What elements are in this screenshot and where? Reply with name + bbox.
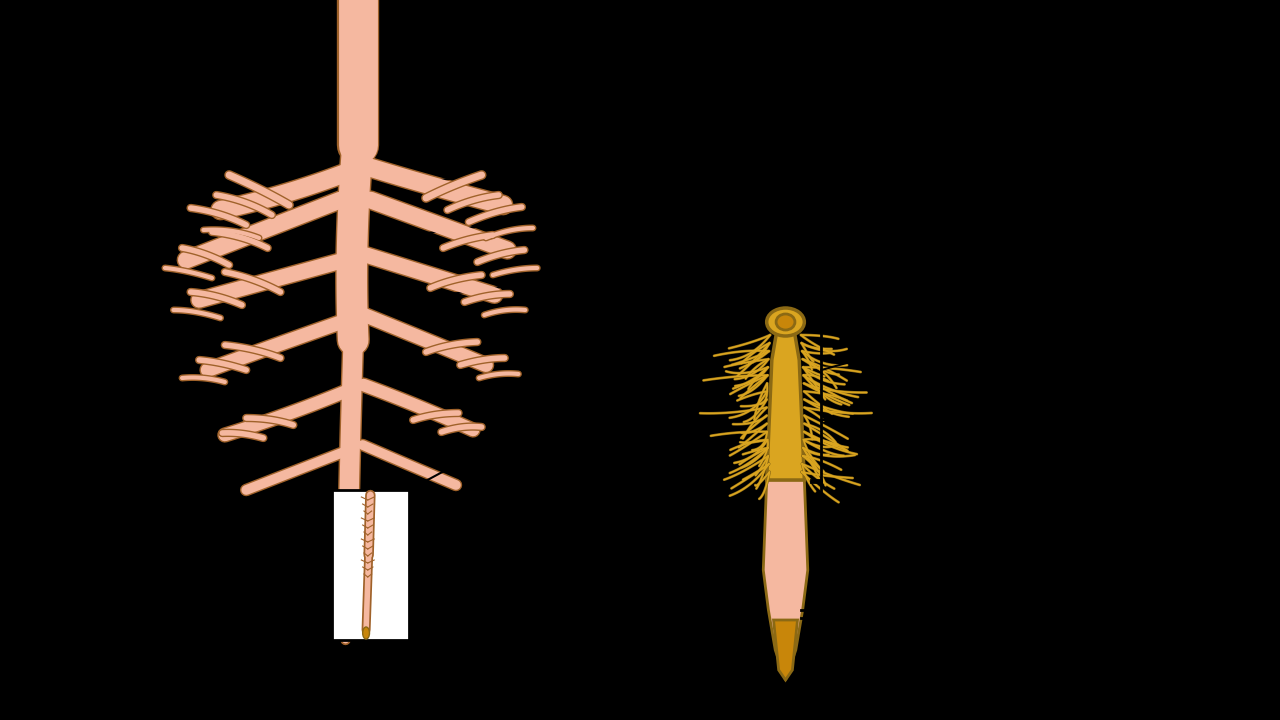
Ellipse shape — [767, 308, 804, 336]
Bar — [332, 490, 408, 640]
Text: Parts of a Root: Parts of a Root — [385, 38, 895, 98]
Polygon shape — [767, 320, 804, 480]
Polygon shape — [763, 480, 808, 680]
Ellipse shape — [362, 627, 370, 639]
Text: Tertiary root: Tertiary root — [445, 230, 916, 294]
Text: Root hairs: Root hairs — [987, 310, 1107, 330]
Ellipse shape — [776, 314, 795, 330]
Text: Region of root cap: Region of root cap — [225, 658, 778, 678]
Text: Secondary root: Secondary root — [403, 118, 948, 184]
Text: Region of cell
division: Region of cell division — [987, 567, 1147, 613]
Polygon shape — [773, 620, 797, 680]
Text: Primary root: Primary root — [372, 172, 918, 240]
Text: Region of
maturation: Region of maturation — [987, 386, 1117, 431]
Text: Region of
elongation: Region of elongation — [987, 476, 1112, 521]
